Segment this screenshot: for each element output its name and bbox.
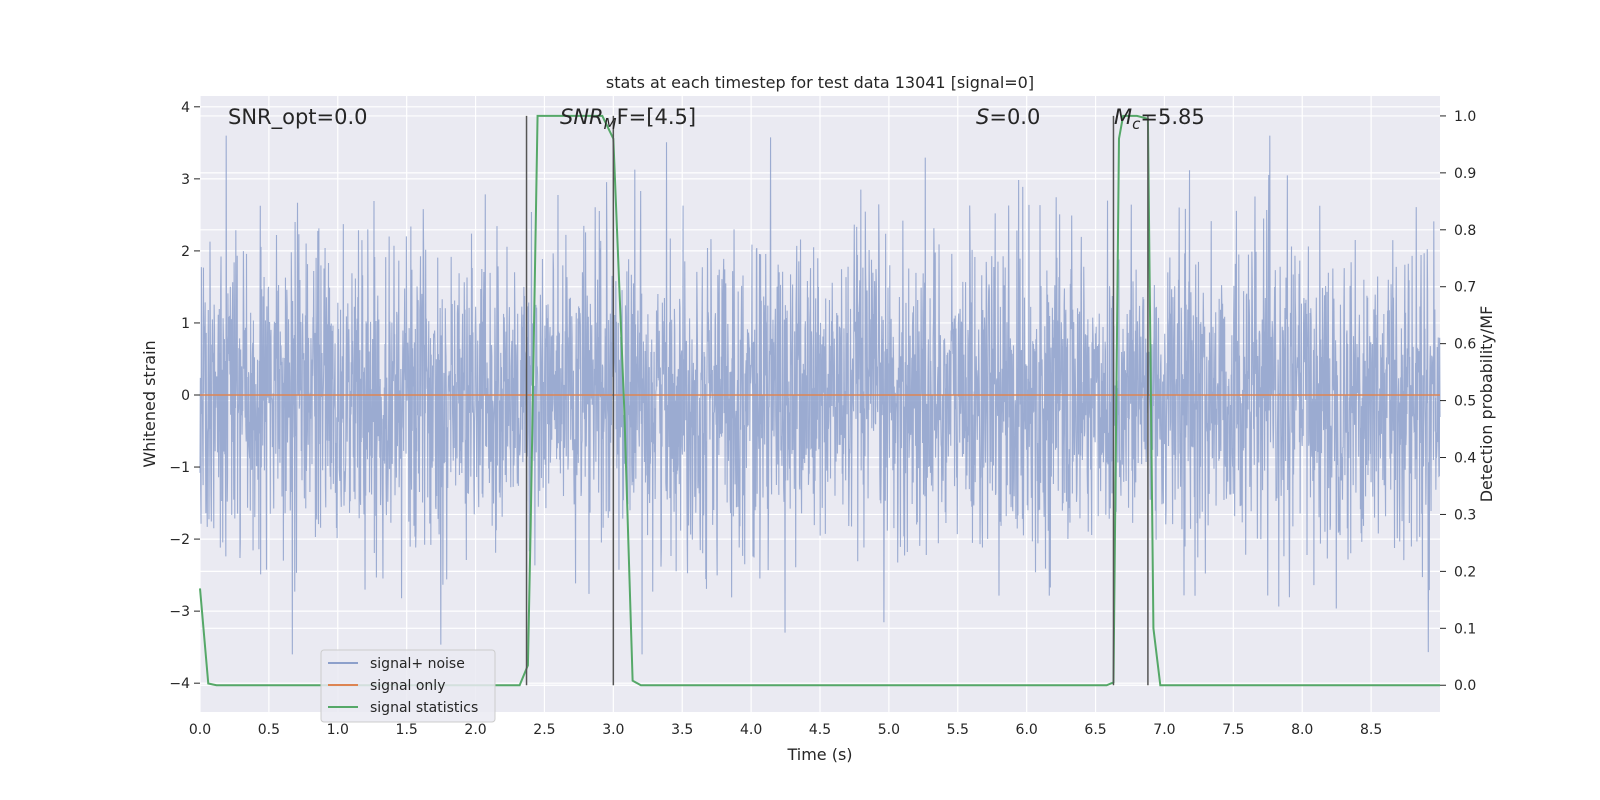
y2-tick-label: 0.4 [1454,451,1476,467]
y-tick-label: 1 [181,316,190,332]
x-tick-label: 7.5 [1222,722,1244,738]
x-tick-label: 6.0 [1016,722,1038,738]
annotation-mc-main: M [1114,105,1132,129]
y-tick-label: −3 [169,604,190,620]
x-tick-label: 5.5 [947,722,969,738]
y2-tick-label: 0.3 [1454,507,1476,523]
y-axis-label: Whitened strain [140,340,159,467]
y2-tick-label: 0.7 [1454,280,1476,296]
axis-ticks: 0.0 0.5 1.0 1.5 2.0 2.5 3.0 3.5 4.0 4.5 5.0 5.5 6.0 6… [169,100,1476,738]
vertical-markers [525,115,1149,686]
x-tick-label: 8.0 [1291,722,1313,738]
annotation-mc-rest: =5.85 [1140,105,1204,129]
x-tick-label: 3.0 [602,722,624,738]
x-tick-label: 7.0 [1153,722,1175,738]
y2-tick-label: 0.1 [1454,621,1476,637]
x-tick-label: 4.0 [740,722,762,738]
y-tick-label: −4 [169,676,190,692]
annotation-snr-opt: SNR_opt=0.0 [228,105,368,130]
annotation-s-rest: =0.0 [989,105,1040,129]
legend: signal+ noise signal only signal statist… [320,649,496,723]
y2-tick-label: 0.9 [1454,166,1476,182]
annotation-snr-mf: SNRMF=[4.5] [560,105,696,133]
x-tick-label: 0.0 [189,722,211,738]
x-tick-label: 2.5 [533,722,555,738]
y-tick-label: −2 [169,532,190,548]
x-tick-label: 5.0 [878,722,900,738]
y-tick-label: 2 [181,244,190,260]
legend-label-signal-statistics: signal statistics [370,700,478,716]
annotation-snr-mf-rest: F=[4.5] [617,105,696,129]
signal-noise-series [199,135,1441,655]
annotation-mc-sub: c [1132,115,1141,133]
annotation-mc: Mc=5.85 [1114,105,1205,133]
y2-tick-label: 0.8 [1454,223,1476,239]
annotation-s: S=0.0 [976,105,1040,129]
y2-tick-label: 0.2 [1454,564,1476,580]
y-tick-label: 4 [181,100,190,116]
y2-tick-label: 0.0 [1454,678,1476,694]
annotation-s-main: S [976,105,989,129]
y-tick-label: −1 [169,460,190,476]
y-tick-label: 3 [181,172,190,188]
x-tick-label: 4.5 [809,722,831,738]
annotation-snr-mf-sub: M [604,115,617,133]
y2-tick-label: 0.6 [1454,337,1476,353]
x-tick-label: 8.5 [1360,722,1382,738]
x-tick-label: 2.0 [464,722,486,738]
annotation-snr-mf-main: SNR [560,105,604,129]
x-tick-label: 0.5 [258,722,280,738]
x-axis-label: Time (s) [786,745,852,764]
legend-label-signal-noise: signal+ noise [370,656,465,672]
y-tick-label: 0 [181,388,190,404]
chart-title: stats at each timestep for test data 130… [606,73,1034,92]
x-tick-label: 6.5 [1084,722,1106,738]
legend-box [320,649,496,723]
legend-label-signal-only: signal only [370,678,445,694]
y2-axis-label: Detection probability/MF [1477,306,1496,503]
x-tick-label: 1.5 [396,722,418,738]
signal-noise-line [199,135,1441,655]
x-tick-label: 1.0 [327,722,349,738]
x-tick-label: 3.5 [671,722,693,738]
y2-tick-label: 1.0 [1454,109,1476,125]
y2-tick-label: 0.5 [1454,394,1476,410]
